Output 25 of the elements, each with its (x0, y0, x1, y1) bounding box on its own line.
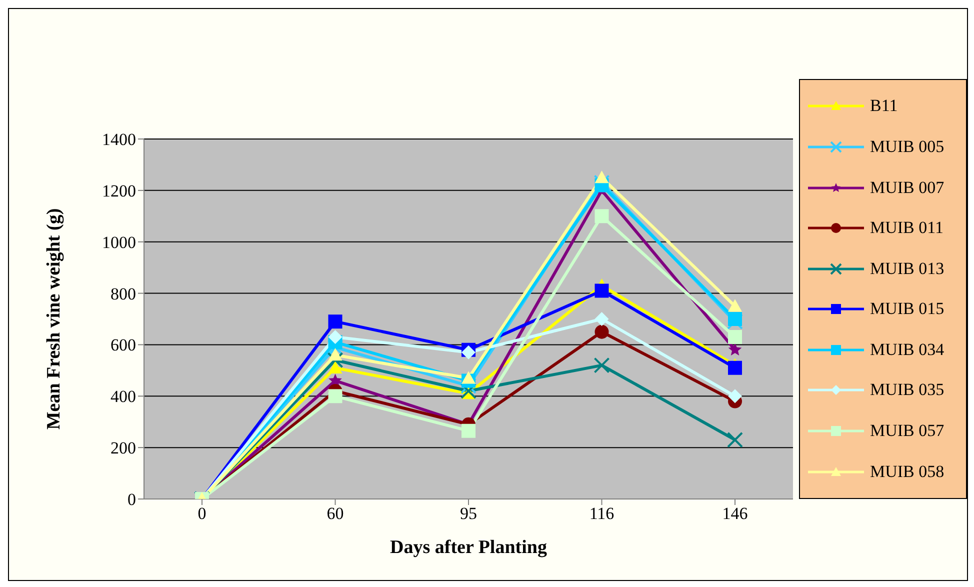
x-axis-title: Days after Planting (390, 537, 548, 558)
y-tick-label: 0 (128, 490, 136, 510)
y-axis-title: Mean Fresh vine weight (g) (44, 208, 65, 430)
x-tick-label: 146 (722, 504, 748, 524)
x-tick-label: 116 (589, 504, 614, 524)
legend-label: MUIB 011 (870, 218, 944, 238)
legend-label: MUIB 057 (870, 421, 944, 442)
y-tick-label: 1200 (102, 181, 136, 200)
legend-label: MUIB 058 (870, 462, 944, 482)
legend-label: MUIB 013 (870, 258, 944, 279)
y-tick-label: 600 (110, 336, 136, 355)
y-tick-label: 200 (110, 438, 136, 458)
legend-label: MUIB 035 (870, 380, 944, 400)
legend-label: MUIB 005 (870, 136, 944, 157)
x-tick-label: 95 (460, 504, 477, 524)
x-tick-label: 60 (326, 504, 344, 524)
x-tick-label: 0 (198, 504, 206, 524)
y-tick-label: 1000 (102, 232, 136, 252)
legend-label: MUIB 015 (870, 299, 944, 320)
y-tick-label: 400 (110, 387, 136, 406)
y-tick-label: 800 (110, 284, 136, 304)
legend-label: MUIB 034 (870, 340, 944, 360)
legend-label: MUIB 007 (870, 178, 944, 198)
y-tick-label: 1400 (102, 130, 136, 150)
legend-label: B11 (870, 96, 898, 116)
